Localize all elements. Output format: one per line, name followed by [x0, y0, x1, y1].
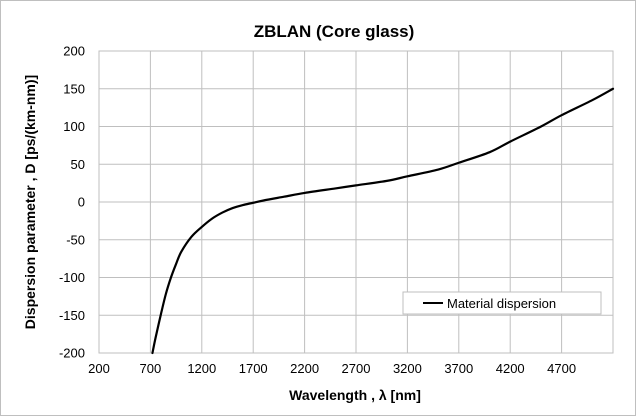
series-line-material-dispersion [151, 87, 615, 355]
y-tick-label: -150 [59, 308, 85, 323]
y-tick-label: -200 [59, 346, 85, 361]
x-axis-label: Wavelength , λ [nm] [289, 387, 421, 403]
y-tick-label: 150 [63, 81, 85, 96]
y-tick-label: 100 [63, 119, 85, 134]
y-axis-label: Dispersion parameter , D [ps/(km-nm)] [22, 75, 38, 329]
y-tick-label: -100 [59, 270, 85, 285]
x-tick-label: 3700 [444, 361, 473, 376]
x-tick-label: 1700 [239, 361, 268, 376]
x-tick-label: 2200 [290, 361, 319, 376]
x-tick-label: 1200 [187, 361, 216, 376]
chart-title: ZBLAN (Core glass) [254, 22, 415, 41]
x-tick-label: 2700 [342, 361, 371, 376]
legend-box [402, 291, 602, 315]
y-tick-label: -50 [66, 232, 85, 247]
x-tick-label: 700 [140, 361, 162, 376]
y-tick-labels: -200 -150 -100 -50 0 50 100 150 200 [59, 44, 85, 361]
x-tick-labels: 200 700 1200 1700 2200 2700 3200 3700 4200 4700 [88, 361, 576, 376]
x-tick-label: 4700 [547, 361, 576, 376]
legend-entry-material-dispersion: Material dispersion [447, 296, 556, 311]
legend: Material dispersion [402, 291, 602, 315]
x-tick-label: 4200 [496, 361, 525, 376]
y-tick-label: 0 [78, 195, 85, 210]
y-tick-label: 50 [71, 157, 85, 172]
series-lines [151, 87, 615, 355]
y-tick-label: 200 [63, 44, 85, 59]
x-tick-label: 200 [88, 361, 110, 376]
x-tick-label: 3200 [393, 361, 422, 376]
